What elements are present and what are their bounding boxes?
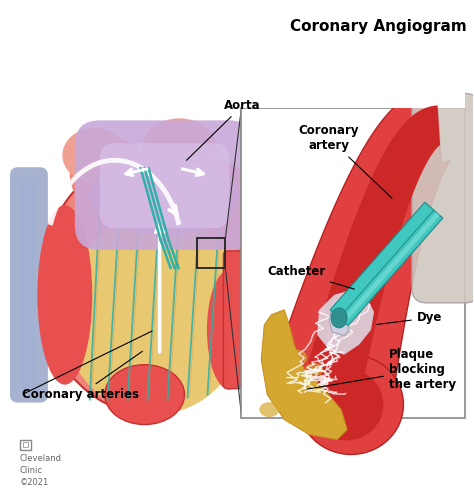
Ellipse shape: [90, 155, 239, 235]
Ellipse shape: [63, 215, 247, 415]
Ellipse shape: [305, 407, 329, 422]
Ellipse shape: [309, 369, 383, 440]
Ellipse shape: [63, 128, 127, 182]
Text: Dye: Dye: [377, 311, 442, 325]
FancyBboxPatch shape: [10, 167, 48, 403]
Ellipse shape: [305, 363, 323, 376]
Ellipse shape: [285, 411, 303, 424]
FancyBboxPatch shape: [100, 143, 229, 228]
Text: Catheter: Catheter: [267, 266, 355, 289]
Text: Coronary Angiogram: Coronary Angiogram: [290, 19, 467, 34]
Bar: [198, 238, 226, 268]
Bar: [20, 439, 31, 451]
Ellipse shape: [288, 373, 310, 390]
Bar: [23, 443, 28, 448]
Ellipse shape: [182, 160, 252, 240]
Ellipse shape: [142, 118, 217, 178]
Ellipse shape: [40, 156, 255, 414]
Text: Plaque
blocking
the artery: Plaque blocking the artery: [307, 348, 456, 391]
Bar: [241, 108, 465, 417]
Ellipse shape: [268, 364, 286, 379]
Ellipse shape: [287, 350, 307, 366]
FancyBboxPatch shape: [412, 93, 474, 303]
Text: Coronary
artery: Coronary artery: [299, 124, 392, 198]
Polygon shape: [341, 212, 440, 323]
Polygon shape: [329, 308, 349, 336]
FancyBboxPatch shape: [75, 120, 255, 250]
Ellipse shape: [279, 391, 299, 405]
Ellipse shape: [259, 402, 279, 417]
Ellipse shape: [299, 355, 403, 455]
Polygon shape: [330, 202, 443, 326]
Bar: [241, 1, 465, 108]
Polygon shape: [300, 105, 440, 407]
Polygon shape: [268, 88, 450, 414]
Ellipse shape: [37, 205, 92, 385]
Ellipse shape: [268, 331, 290, 349]
Text: Cleveland
Clinic
©2021: Cleveland Clinic ©2021: [20, 455, 62, 487]
Ellipse shape: [70, 138, 150, 213]
Ellipse shape: [207, 270, 252, 390]
FancyBboxPatch shape: [19, 182, 35, 388]
Text: Aorta: Aorta: [186, 99, 261, 160]
Polygon shape: [317, 290, 374, 355]
Ellipse shape: [105, 365, 184, 424]
Ellipse shape: [331, 308, 347, 328]
Polygon shape: [261, 310, 347, 439]
Text: Coronary arteries: Coronary arteries: [22, 351, 142, 401]
FancyBboxPatch shape: [223, 251, 249, 389]
